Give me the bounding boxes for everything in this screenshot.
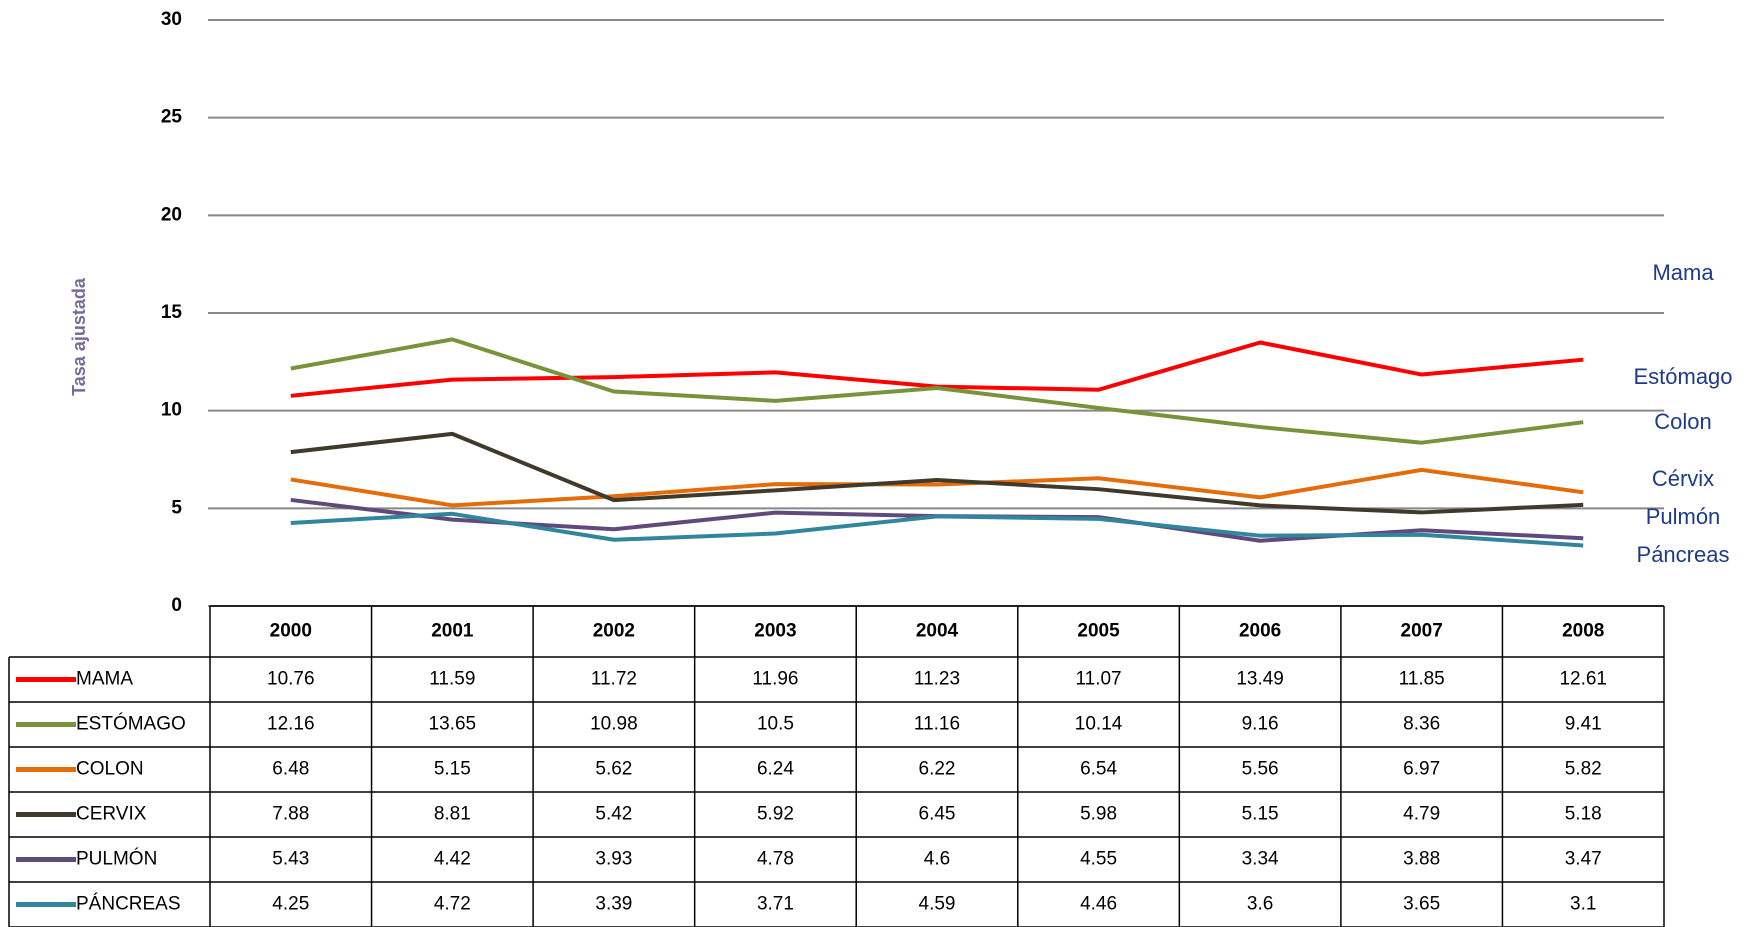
table-value: 8.36 [1403,714,1440,735]
table-value: 5.56 [1242,759,1279,780]
table-value: 5.98 [1080,804,1117,825]
y-axis-label: Tasa ajustada [69,277,89,396]
table-value: 11.23 [914,669,960,690]
table-value: 5.15 [434,759,471,780]
table-value: 6.97 [1403,759,1440,780]
table-value: 3.39 [595,894,632,915]
table-value: 4.6 [924,849,950,870]
legend-label: COLON [76,759,144,780]
table-value: 7.88 [272,804,309,825]
table-value: 12.16 [267,714,315,735]
table-value: 6.24 [757,759,794,780]
annotation: Estómago [1633,364,1732,389]
table-value: 11.16 [914,714,960,735]
legend-label: ESTÓMAGO [76,713,186,735]
table-value: 11.59 [429,669,475,690]
table-value: 6.48 [272,759,309,780]
table-value: 4.78 [757,849,794,870]
table-value: 10.14 [1075,714,1123,735]
y-tick-label: 5 [171,497,182,518]
x-tick-label: 2001 [431,621,474,642]
y-tick-label: 30 [161,9,182,30]
table-value: 4.42 [434,849,471,870]
legend-label: PULMÓN [76,848,157,870]
table-value: 11.85 [1399,669,1445,690]
series-line [290,431,1584,515]
table-value: 9.41 [1565,714,1602,735]
annotation: Pulmón [1646,504,1721,529]
table-value: 13.65 [429,714,477,735]
table-value: 3.93 [595,849,632,870]
table-value: 4.46 [1080,894,1117,915]
y-tick-label: 25 [161,107,183,128]
table-value: 13.49 [1236,669,1284,690]
table-value: 12.61 [1559,669,1607,690]
table-value: 5.42 [595,804,632,825]
x-tick-label: 2006 [1239,621,1281,642]
table-value: 11.07 [1075,669,1121,690]
table-value: 4.55 [1080,849,1117,870]
table-value: 4.25 [272,894,309,915]
table-value: 5.62 [595,759,632,780]
table-value: 3.1 [1570,894,1596,915]
table-value: 8.81 [434,804,471,825]
table-value: 5.18 [1565,804,1602,825]
table-value: 11.96 [752,669,798,690]
table-value: 6.54 [1080,759,1117,780]
table-value: 9.16 [1242,714,1279,735]
x-tick-label: 2000 [270,621,312,642]
table-value: 4.79 [1403,804,1440,825]
annotation: Páncreas [1637,542,1730,567]
table-value: 10.5 [757,714,794,735]
table-value: 5.43 [272,849,309,870]
x-tick-label: 2007 [1401,621,1443,642]
table-value: 5.15 [1242,804,1279,825]
series-line [290,337,1584,445]
table-value: 5.92 [757,804,794,825]
x-tick-label: 2003 [754,621,796,642]
table-value: 3.47 [1565,849,1602,870]
x-tick-label: 2008 [1562,621,1604,642]
table-value: 3.6 [1247,894,1273,915]
table-value: 3.88 [1403,849,1440,870]
y-tick-label: 15 [161,302,183,323]
table-value: 6.45 [919,804,956,825]
annotation: Mama [1652,260,1714,285]
table-value: 4.59 [919,894,956,915]
table-value: 10.76 [267,669,315,690]
legend-label: PÁNCREAS [76,894,181,915]
table-value: 4.72 [434,894,471,915]
annotation: Colon [1654,409,1711,434]
y-tick-label: 10 [161,400,182,421]
x-tick-label: 2002 [593,621,635,642]
x-tick-label: 2004 [916,621,959,642]
series-line [290,467,1584,508]
table-value: 3.71 [757,894,794,915]
x-tick-label: 2005 [1077,621,1120,642]
y-tick-label: 0 [171,595,182,616]
y-tick-label: 20 [161,204,182,225]
table-value: 10.98 [590,714,638,735]
legend-label: CERVIX [76,804,147,825]
series-line [290,511,1584,548]
annotation: Cérvix [1652,466,1714,491]
legend-label: MAMA [76,669,133,690]
table-value: 3.34 [1242,849,1279,870]
table-value: 6.22 [919,759,956,780]
table-value: 11.72 [591,669,637,690]
table-value: 5.82 [1565,759,1602,780]
table-value: 3.65 [1403,894,1440,915]
